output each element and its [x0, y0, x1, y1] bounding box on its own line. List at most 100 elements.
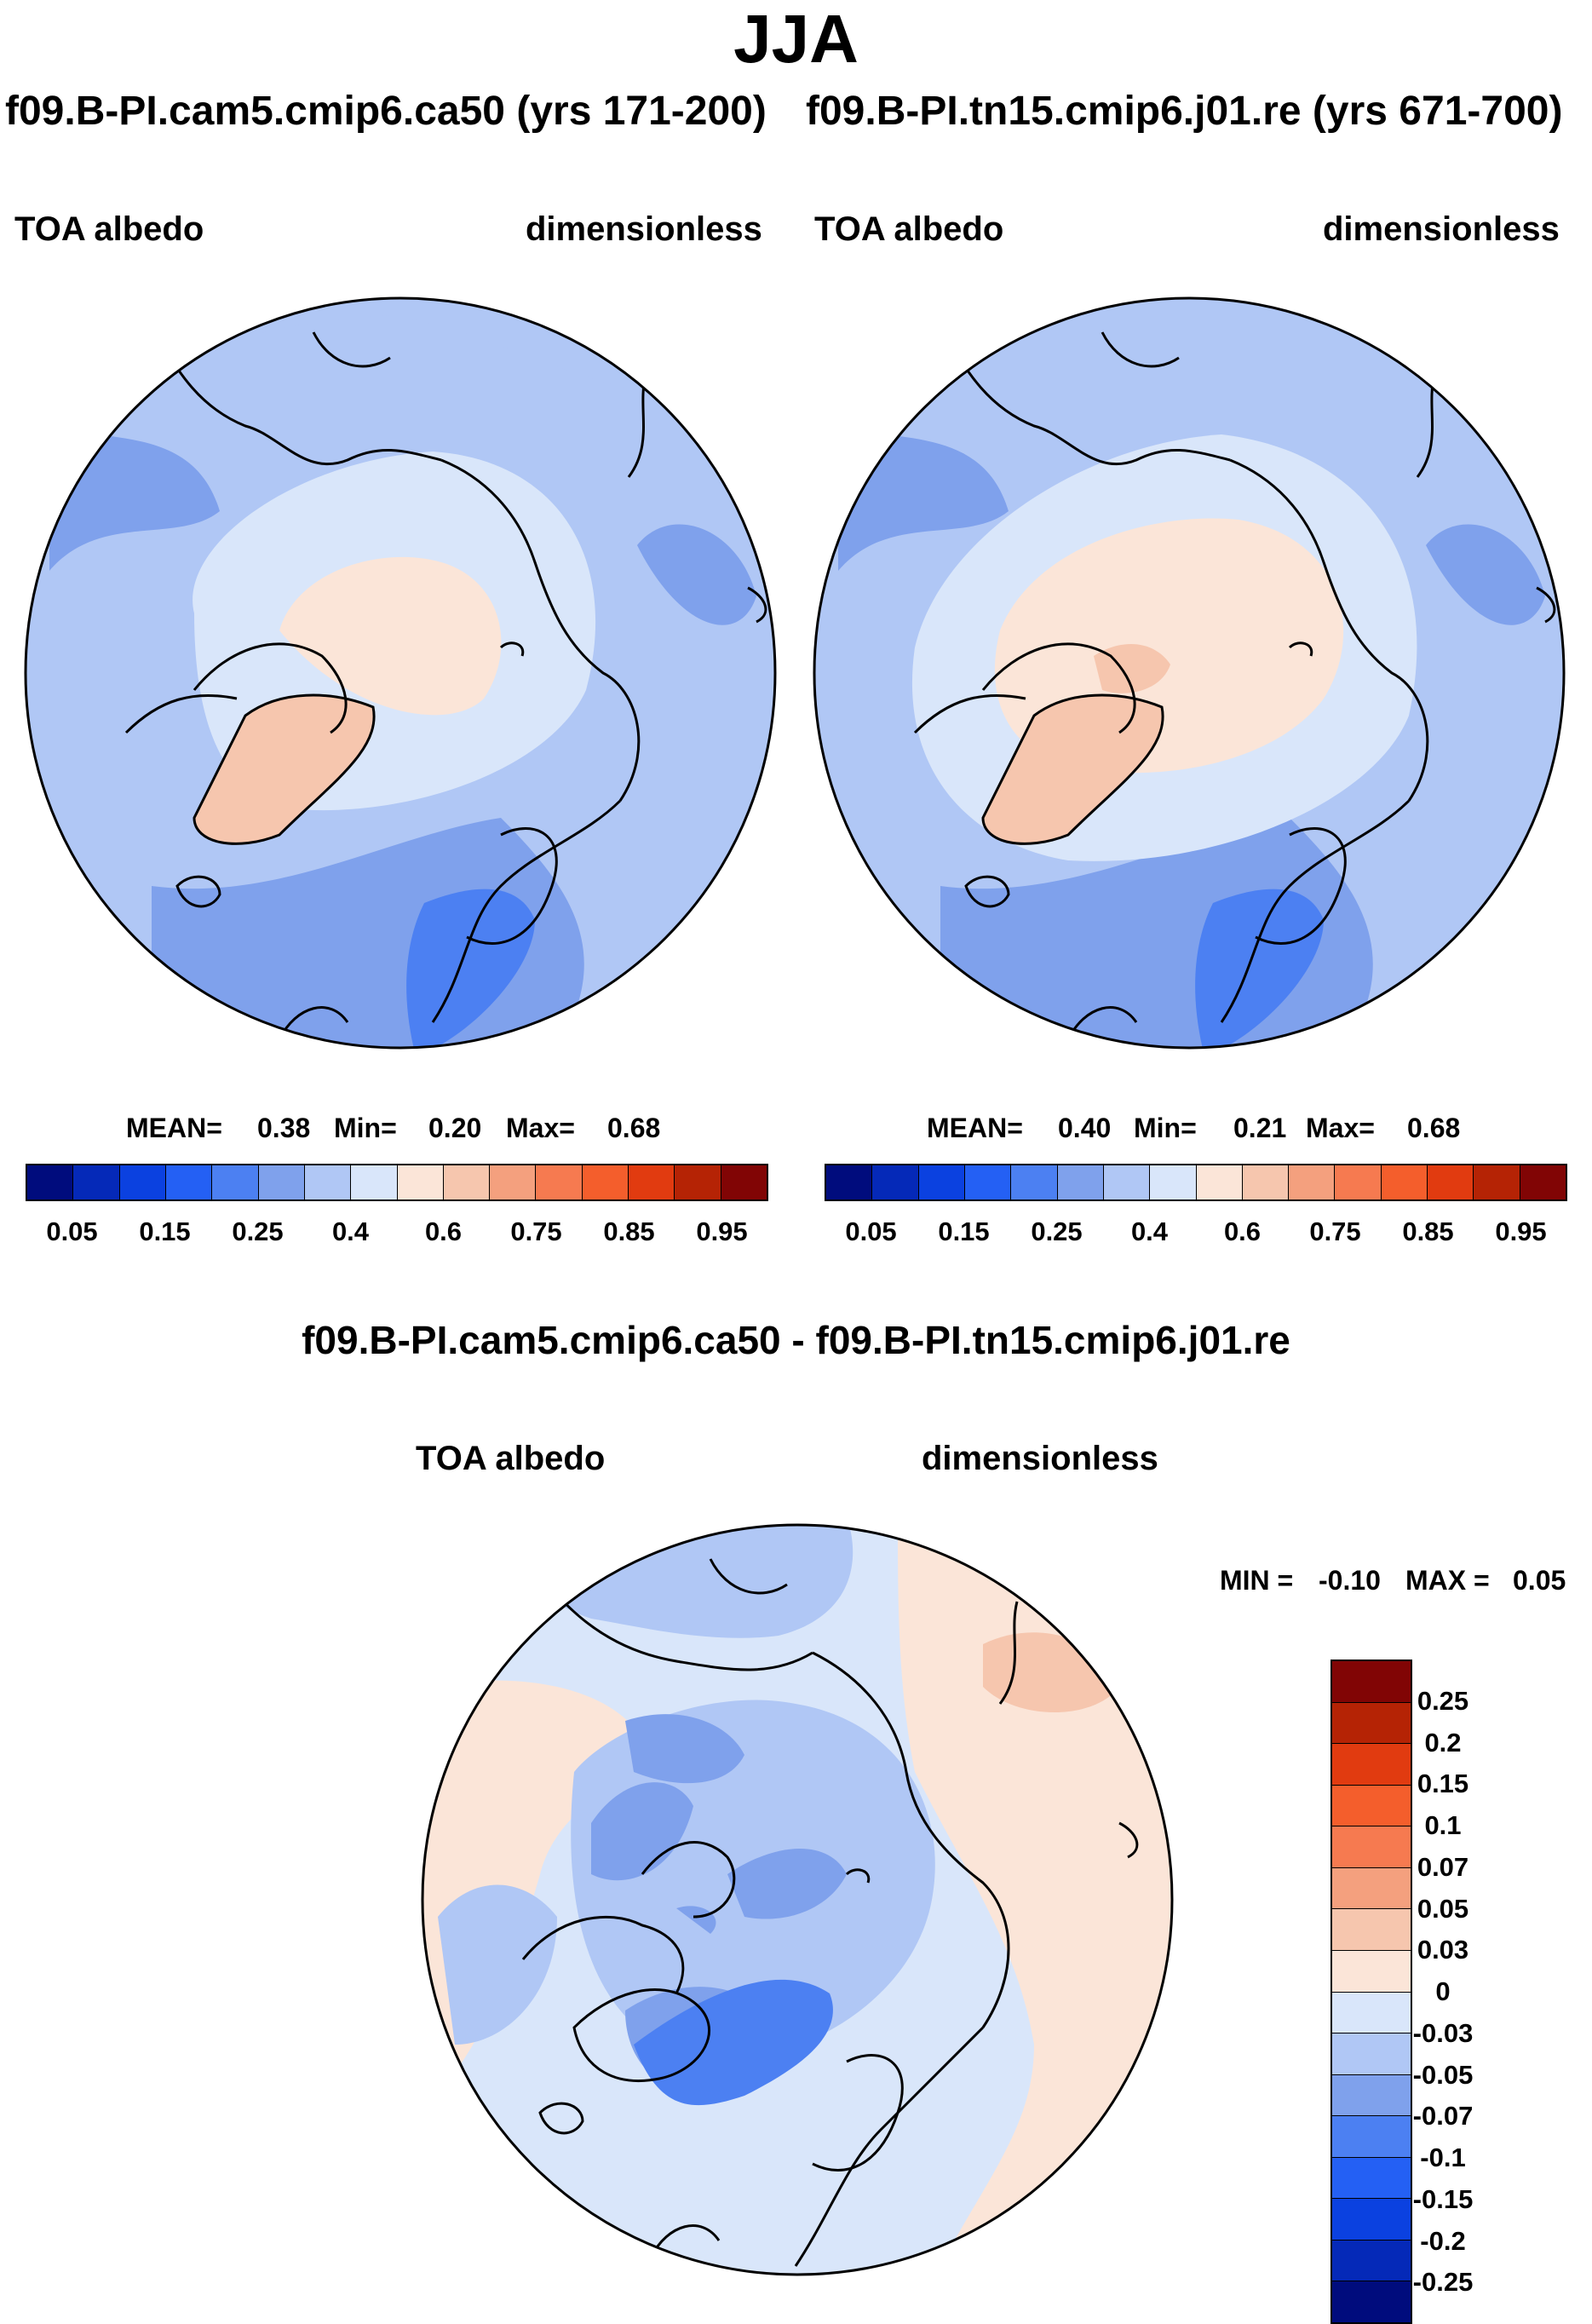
- diff-colorbar-tick-label: 0.07: [1417, 1851, 1469, 1882]
- panel1-colorbar-swatch: [490, 1165, 537, 1199]
- panel2-colorbar-tick-label: 0.6: [1223, 1217, 1262, 1246]
- panel1-min-value: 0.20: [428, 1113, 482, 1143]
- panel2-colorbar-swatch: [918, 1165, 965, 1199]
- diff-colorbar-swatch: [1332, 2199, 1411, 2241]
- panel2-min-value: 0.21: [1233, 1113, 1287, 1143]
- panel2-colorbar-swatch: [1335, 1165, 1382, 1199]
- diff-polar-map: [421, 1523, 1174, 2276]
- diff-colorbar-tick-label: -0.1: [1420, 2143, 1466, 2172]
- diff-variable-label: TOA albedo: [416, 1440, 606, 1477]
- panel2-colorbar-swatch: [1011, 1165, 1058, 1199]
- diff-colorbar-swatch: [1332, 2157, 1411, 2200]
- panel2-colorbar-tick-label: 0.05: [845, 1217, 897, 1246]
- panel1-colorbar-swatch: [351, 1165, 398, 1199]
- diff-colorbar-tick-label: -0.15: [1412, 2183, 1474, 2214]
- panel1-colorbar-swatch: [675, 1165, 721, 1199]
- diff-colorbar-swatch: [1332, 2034, 1411, 2075]
- panel2-colorbar-swatch: [872, 1165, 919, 1199]
- panel2-colorbar-swatch: [1428, 1165, 1474, 1199]
- panel2-colorbar-swatch: [1381, 1165, 1428, 1199]
- diff-colorbar-swatch: [1332, 2240, 1411, 2282]
- diff-title: f09.B-PI.cam5.cmip6.ca50 - f09.B-PI.tn15…: [302, 1318, 1290, 1362]
- diff-colorbar-tick-label: 0.1: [1424, 1810, 1462, 1840]
- diff-colorbar: [1330, 1660, 1412, 2324]
- diff-colorbar-swatch: [1332, 2116, 1411, 2158]
- panel2-colorbar-tick-label: 0.75: [1309, 1217, 1361, 1246]
- diff-colorbar-swatch: [1332, 1950, 1411, 1993]
- panel1-colorbar-tick-label: 0.6: [424, 1217, 463, 1246]
- panel1-colorbar-swatch: [212, 1165, 259, 1199]
- panel2-colorbar-tick-label: 0.85: [1402, 1217, 1454, 1246]
- diff-colorbar-tick-label: 0.05: [1417, 1893, 1469, 1924]
- diff-max-value: 0.05: [1513, 1565, 1566, 1596]
- panel1-colorbar-swatch: [119, 1165, 166, 1199]
- diff-colorbar-swatch: [1332, 1992, 1411, 2034]
- panel2-colorbar-swatch: [1196, 1165, 1243, 1199]
- diff-colorbar-tick-label: -0.25: [1412, 2267, 1474, 2298]
- panel1-colorbar-tick-label: 0.05: [46, 1217, 98, 1246]
- panel1-units-label: dimensionless: [526, 210, 762, 248]
- panel2-colorbar-swatch: [1150, 1165, 1197, 1199]
- panel2-max-value: 0.68: [1407, 1113, 1461, 1143]
- diff-colorbar-swatch: [1332, 1785, 1411, 1827]
- panel1-polar-map: [24, 296, 777, 1050]
- panel2-mean-value: 0.40: [1058, 1113, 1112, 1143]
- panel1-colorbar: [26, 1164, 768, 1201]
- panel2-units-label: dimensionless: [1323, 210, 1560, 248]
- panel2-max-label: Max=: [1306, 1113, 1375, 1143]
- panel1-colorbar-swatch: [536, 1165, 583, 1199]
- season-title: JJA: [733, 1, 859, 77]
- panel2-colorbar-swatch: [1474, 1165, 1520, 1199]
- panel2-colorbar-swatch: [1103, 1165, 1151, 1199]
- case1-title: f09.B-PI.cam5.cmip6.ca50 (yrs 171-200): [5, 89, 767, 134]
- diff-colorbar-tick-label: 0.25: [1417, 1685, 1469, 1716]
- panel2-variable-label: TOA albedo: [814, 210, 1004, 248]
- diff-colorbar-swatch: [1332, 1661, 1411, 1703]
- panel1-mean-value: 0.38: [257, 1113, 311, 1143]
- panel1-colorbar-tick-label: 0.75: [510, 1217, 562, 1246]
- panel1-colorbar-swatch: [27, 1165, 74, 1199]
- panel2-colorbar-swatch: [826, 1165, 873, 1199]
- panel1-min-label: Min=: [334, 1113, 397, 1143]
- panel1-colorbar-tick-label: 0.85: [603, 1217, 655, 1246]
- panel1-mean-label: MEAN=: [126, 1113, 222, 1143]
- panel1-colorbar-swatch: [165, 1165, 213, 1199]
- diff-colorbar-tick-label: 0: [1435, 1976, 1451, 2006]
- diff-colorbar-swatch: [1332, 1826, 1411, 1868]
- panel2-colorbar-swatch: [1242, 1165, 1290, 1199]
- panel2-colorbar-swatch: [1057, 1165, 1104, 1199]
- diff-min-value: -0.10: [1319, 1565, 1381, 1596]
- diff-colorbar-tick-label: 0.15: [1417, 1769, 1469, 1799]
- panel1-colorbar-swatch: [629, 1165, 675, 1199]
- diff-colorbar-tick-label: -0.07: [1412, 2101, 1474, 2131]
- panel1-colorbar-tick-label: 0.25: [232, 1217, 284, 1246]
- panel2-colorbar-tick-label: 0.15: [938, 1217, 990, 1246]
- panel1-colorbar-swatch: [304, 1165, 352, 1199]
- panel1-colorbar-swatch: [582, 1165, 629, 1199]
- panel1-colorbar-swatch: [397, 1165, 444, 1199]
- panel1-colorbar-tick-label: 0.95: [696, 1217, 748, 1246]
- panel1-colorbar-swatch: [721, 1165, 767, 1199]
- diff-min-label: MIN =: [1220, 1565, 1294, 1596]
- panel1-colorbar-tick-label: 0.15: [139, 1217, 191, 1246]
- panel1-variable-label: TOA albedo: [14, 210, 204, 248]
- diff-colorbar-swatch: [1332, 1909, 1411, 1951]
- diff-colorbar-swatch: [1332, 1867, 1411, 1910]
- diff-colorbar-swatch: [1332, 1702, 1411, 1745]
- panel2-colorbar-swatch: [1520, 1165, 1566, 1199]
- panel1-colorbar-swatch: [443, 1165, 491, 1199]
- panel2-colorbar-tick-label: 0.95: [1495, 1217, 1547, 1246]
- diff-colorbar-tick-label: 0.2: [1424, 1727, 1462, 1757]
- panel2-colorbar-swatch: [964, 1165, 1012, 1199]
- panel1-colorbar-tick-label: 0.4: [331, 1217, 370, 1246]
- panel2-colorbar-tick-label: 0.4: [1130, 1217, 1169, 1246]
- diff-colorbar-tick-label: -0.05: [1412, 2059, 1474, 2090]
- panel1-colorbar-swatch: [73, 1165, 120, 1199]
- diff-colorbar-tick-label: -0.03: [1412, 2017, 1474, 2048]
- panel2-colorbar-swatch: [1289, 1165, 1336, 1199]
- panel2-polar-map: [813, 296, 1566, 1050]
- panel2-mean-label: MEAN=: [927, 1113, 1023, 1143]
- diff-colorbar-swatch: [1332, 2281, 1411, 2322]
- panel2-colorbar: [825, 1164, 1567, 1201]
- panel2-colorbar-tick-label: 0.25: [1031, 1217, 1083, 1246]
